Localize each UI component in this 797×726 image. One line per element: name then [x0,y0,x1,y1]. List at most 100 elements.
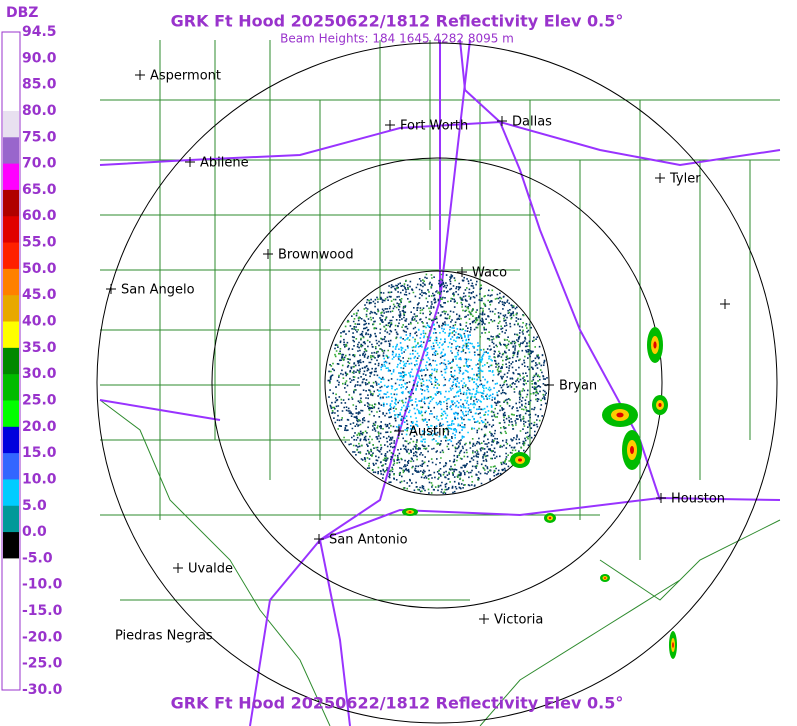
legend-label: 80.0 [22,103,57,119]
city-label: Bryan [559,379,597,394]
legend-label: 94.5 [22,24,57,40]
coast-border [99,399,781,726]
color-swatch [3,110,19,138]
city-label: Aspermont [150,69,221,84]
storm-core [658,403,662,407]
legend-label: -20.0 [22,629,63,645]
storm-core [604,577,606,579]
legend-label: 60.0 [22,208,57,224]
city-label: Brownwood [278,248,354,263]
color-swatch [3,426,19,454]
city-marker [314,534,324,544]
color-bar [3,32,19,691]
color-swatch [3,558,19,586]
color-swatch [3,453,19,480]
color-swatch [3,532,19,559]
city-marker [106,284,116,294]
legend-label: -15.0 [22,603,63,619]
echo-pixels [329,273,545,494]
city-marker [655,173,665,183]
legend-label: 25.0 [22,392,57,408]
city-label: Abilene [200,156,249,171]
city-marker [720,299,730,309]
city-label: Fort Worth [400,119,468,134]
legend-label: 40.0 [22,314,57,330]
storm-core [616,412,624,418]
color-swatch [3,216,19,244]
legend-label: 65.0 [22,182,57,198]
color-swatch [3,400,19,428]
storm-core [518,458,522,462]
title: GRK Ft Hood 20250622/1812 Reflectivity E… [171,12,624,31]
city-label: San Antonio [329,533,408,548]
storm-core [548,517,552,519]
color-swatch [3,663,19,691]
color-bar-frame [1,31,21,691]
legend-label: 70.0 [22,156,57,172]
city-marker [173,563,183,573]
city-marker [457,267,467,277]
legend-label: 10.0 [22,471,57,487]
legend-label: 5.0 [22,498,47,514]
color-swatch [3,268,19,296]
city-label: Dallas [512,115,552,130]
legend-label: 45.0 [22,287,57,303]
legend-label: 0.0 [22,524,47,540]
cities: Aspermont Fort Worth Dallas Abilene Tyler Bro… [106,69,730,644]
color-swatch [3,321,19,349]
color-swatch [3,242,19,270]
legend-label: 15.0 [22,445,57,461]
color-swatch [3,84,19,112]
storm-core [653,341,657,349]
legend-label: 20.0 [22,419,57,435]
footer-title: GRK Ft Hood 20250622/1812 Reflectivity E… [171,694,624,713]
city-marker [385,120,395,130]
color-swatch [3,637,19,665]
city-marker [185,157,195,167]
highway [99,120,781,167]
color-swatch [3,32,19,59]
city-label: Houston [671,492,725,507]
legend-label: 90.0 [22,50,57,66]
color-swatch [3,479,19,507]
echo-pixels [378,323,497,444]
color-swatch [3,505,19,533]
county-line [159,40,751,560]
legend-unit: DBZ [6,5,38,21]
storm-core [408,511,412,513]
echoes [327,273,677,659]
city-marker [544,380,554,390]
city-label: Tyler [669,172,701,187]
city-marker [656,493,666,503]
city-marker [394,426,404,436]
legend-label: -25.0 [22,656,63,672]
legend-label: 30.0 [22,366,57,382]
color-swatch [3,611,19,638]
highways [99,39,781,726]
legend-label: 50.0 [22,261,57,277]
echo-pixels [327,274,549,494]
storm-core [630,446,634,454]
city-marker [497,116,507,126]
legend-label: -30.0 [22,682,63,698]
legend-label: 55.0 [22,235,57,251]
color-swatch [3,189,19,217]
color-swatch [3,374,19,401]
color-swatch [3,163,19,191]
city-label: Waco [472,266,507,281]
city-marker [135,70,145,80]
color-swatch [3,137,19,165]
county-lines [99,40,781,726]
color-swatch [3,58,19,86]
highway [99,40,781,726]
city-label: Piedras Negras [115,629,213,644]
legend-label: -5.0 [22,550,53,566]
city-label: Austin [409,425,450,440]
legend-label: -10.0 [22,577,63,593]
city-label: Uvalde [188,562,233,577]
storm-core [672,642,674,648]
